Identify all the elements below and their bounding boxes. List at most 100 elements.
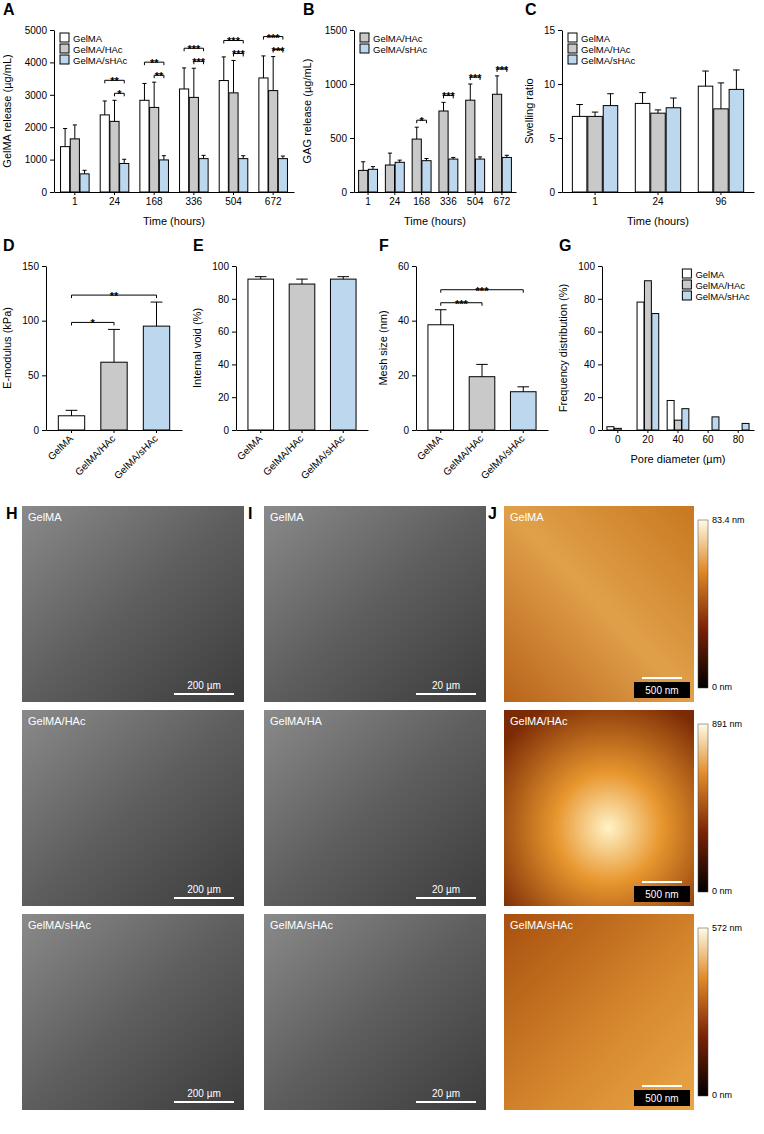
plot-area: 020406080100GelMAGelMA/HAcGelMA/sHAcInte… — [191, 261, 369, 481]
bar — [278, 159, 287, 192]
error-bar-cap — [151, 302, 163, 303]
legend-label: GelMA/HAc — [695, 280, 745, 291]
error-bar — [255, 277, 267, 279]
axis: 010002000300040005000 — [25, 25, 55, 198]
tick-label: 0 — [615, 434, 621, 445]
error-bar — [192, 68, 196, 97]
tile-label: GelMA/sHAc — [510, 919, 573, 931]
error-bar — [63, 128, 67, 146]
scale-bar-label: 20 µm — [432, 884, 460, 895]
axis-line — [416, 267, 417, 431]
tick: 168 — [413, 192, 430, 207]
significance-label: ** — [110, 290, 119, 302]
tick-label: 60 — [584, 326, 596, 337]
error-bar-cap — [478, 156, 482, 157]
afm-image — [504, 914, 694, 1110]
legend-label: GelMA — [695, 269, 725, 280]
tick-mark — [421, 192, 422, 195]
tick: GelMA — [415, 430, 445, 462]
error-bar — [66, 410, 78, 415]
tick-label: 0 — [33, 425, 39, 436]
bar — [189, 97, 198, 192]
tick: 100 — [22, 315, 46, 326]
tick: 0 — [223, 425, 236, 436]
significance-label: * — [419, 115, 424, 127]
tick: 500 — [330, 133, 354, 144]
error-bar-stem — [114, 329, 115, 362]
significance-label: *** — [455, 298, 469, 310]
tick-label: 60 — [218, 326, 230, 337]
tick-label: 20 — [398, 370, 410, 381]
axis-line — [354, 31, 355, 193]
error-bar — [281, 156, 285, 159]
bar — [395, 162, 404, 192]
tick-mark — [232, 266, 236, 267]
bar — [120, 163, 129, 192]
error-bar — [337, 277, 349, 279]
error-bar — [655, 110, 662, 113]
legend-entry: GelMA/sHAc — [682, 291, 750, 302]
error-bar — [122, 159, 126, 163]
tick-mark — [523, 430, 524, 433]
error-bar-stem — [71, 410, 72, 415]
error-bar — [202, 155, 206, 158]
tick: GelMA — [235, 430, 265, 462]
tick-label: 24 — [389, 196, 401, 207]
tick-mark — [50, 95, 54, 96]
bar — [742, 423, 749, 430]
tick-label: 60 — [703, 434, 715, 445]
sem-image — [264, 506, 486, 702]
legend-entry: GelMA — [60, 33, 103, 44]
axis: 020406080100 — [578, 261, 602, 436]
error-bar-stem — [302, 279, 303, 284]
tick: 0 — [549, 187, 562, 198]
tick: 0 — [341, 187, 354, 198]
bar — [675, 420, 682, 430]
tick: 672 — [494, 192, 511, 207]
error-bar-cap — [702, 71, 709, 72]
tick-label: 40 — [672, 434, 684, 445]
scale-bar-label: 200 µm — [187, 680, 221, 691]
bar — [712, 417, 719, 430]
tick: 0 — [41, 187, 54, 198]
error-bar — [371, 167, 375, 170]
chart-panel: E020406080100GelMAGelMA/HAcGelMA/sHAcInt… — [191, 237, 369, 481]
bar — [469, 377, 495, 430]
tick-mark — [720, 192, 721, 195]
tick-mark — [678, 430, 679, 433]
tick-mark — [617, 430, 618, 433]
error-bar-cap — [655, 109, 662, 110]
tick-label: 40 — [584, 359, 596, 370]
tick-mark — [412, 266, 416, 267]
tile-label: GelMA — [270, 511, 304, 523]
error-bar-cap — [255, 276, 267, 277]
legend-entry: GelMA/sHAc — [568, 55, 636, 66]
tick: 672 — [265, 192, 282, 207]
error-bar-stem — [84, 170, 85, 174]
tick: 80 — [218, 294, 236, 305]
color-bar — [698, 520, 708, 688]
error-bar — [435, 310, 447, 325]
plot-area: 050100150GelMAGelMA/HAcGelMA/sHAcE-modul… — [1, 261, 183, 481]
error-bar — [478, 157, 482, 159]
tick: 40 — [398, 315, 416, 326]
tick-mark — [232, 397, 236, 398]
error-bar-stem — [144, 83, 145, 100]
legend-swatch — [568, 55, 577, 64]
sem-image — [22, 914, 244, 1110]
axis: 050100150 — [22, 261, 46, 436]
tick-mark — [598, 332, 602, 333]
marks — [572, 70, 743, 192]
tick-mark — [558, 138, 562, 139]
bar — [588, 116, 603, 192]
tick: 336 — [185, 192, 202, 207]
error-bar — [468, 84, 472, 100]
bar — [289, 284, 315, 430]
tick-label: 40 — [218, 359, 230, 370]
tick: 24 — [109, 192, 121, 207]
error-bar — [152, 82, 156, 107]
error-bar-stem — [273, 57, 274, 91]
plot-area: 0204060GelMAGelMA/HAcGelMA/sHAcMesh size… — [377, 261, 549, 481]
tick-label: GelMA — [415, 433, 445, 463]
axis: GelMAGelMA/HAcGelMA/sHAc — [46, 430, 183, 481]
